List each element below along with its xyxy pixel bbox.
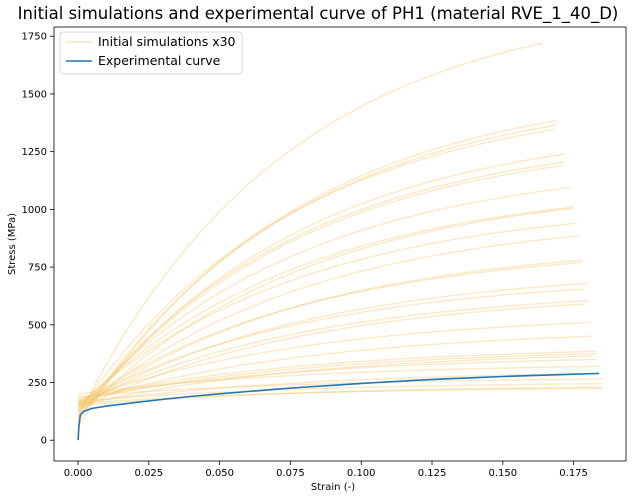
chart-title: Initial simulations and experimental cur… bbox=[18, 4, 619, 24]
simulation-curve bbox=[77, 222, 577, 407]
simulation-curve bbox=[77, 372, 600, 404]
y-axis: 0 250 500 750 1000 1250 1500 1750 bbox=[22, 32, 54, 447]
simulation-curve bbox=[77, 350, 597, 400]
simulation-curve bbox=[77, 235, 580, 414]
legend-label-experimental: Experimental curve bbox=[98, 53, 221, 68]
simulation-curve bbox=[78, 378, 602, 398]
y-tick-label: 1750 bbox=[22, 32, 47, 43]
x-tick-label: 0.050 bbox=[205, 468, 234, 479]
simulation-curve bbox=[77, 186, 571, 411]
x-tick-label: 0.125 bbox=[418, 468, 447, 479]
simulation-curve bbox=[77, 161, 566, 416]
simulation-curve bbox=[77, 288, 585, 404]
simulation-curve bbox=[77, 153, 566, 420]
y-axis-label: Stress (MPa) bbox=[7, 213, 18, 275]
y-tick-label: 1000 bbox=[22, 205, 47, 216]
x-axis-label: Strain (-) bbox=[311, 482, 355, 493]
simulation-curve bbox=[77, 164, 563, 418]
simulation-curve bbox=[77, 358, 597, 400]
plot-frame bbox=[53, 26, 627, 462]
simulation-curve bbox=[77, 206, 574, 409]
x-tick-label: 0.100 bbox=[347, 468, 376, 479]
simulation-curve bbox=[77, 282, 588, 409]
simulation-curve bbox=[77, 365, 600, 395]
x-tick-label: 0.075 bbox=[276, 468, 305, 479]
simulation-curve bbox=[78, 386, 602, 407]
x-tick-label: 0.150 bbox=[489, 468, 518, 479]
legend-box bbox=[59, 31, 243, 75]
x-tick-label: 0.000 bbox=[64, 468, 93, 479]
y-tick-label: 1250 bbox=[22, 147, 47, 158]
experimental-curve bbox=[77, 372, 600, 441]
x-tick-label: 0.025 bbox=[135, 468, 164, 479]
y-tick-label: 750 bbox=[28, 263, 47, 274]
simulation-curve bbox=[77, 119, 557, 427]
legend: Initial simulations x30 Experimental cur… bbox=[59, 31, 243, 75]
x-axis: 0.000 0.025 0.050 0.075 0.100 0.125 0.150 0.175 bbox=[64, 461, 588, 479]
y-tick-label: 0 bbox=[41, 436, 47, 447]
y-tick-label: 1500 bbox=[22, 89, 47, 100]
simulation-curve bbox=[78, 387, 602, 404]
simulation-curve bbox=[77, 303, 585, 411]
legend-label-simulations: Initial simulations x30 bbox=[98, 34, 236, 49]
simulation-curve bbox=[77, 261, 583, 407]
simulation-curve bbox=[77, 124, 557, 423]
simulation-curves bbox=[77, 42, 602, 427]
simulation-curve bbox=[77, 355, 594, 407]
simulation-curve bbox=[77, 207, 574, 418]
simulation-curve bbox=[77, 321, 591, 402]
simulation-curve bbox=[77, 42, 543, 418]
simulation-curve bbox=[77, 335, 591, 404]
simulation-curve bbox=[77, 299, 588, 407]
y-tick-label: 250 bbox=[28, 378, 47, 389]
simulation-curve bbox=[77, 129, 554, 413]
experimental-curve-layer bbox=[77, 372, 600, 441]
x-tick-label: 0.175 bbox=[559, 468, 588, 479]
simulation-curve bbox=[77, 259, 583, 411]
y-tick-label: 500 bbox=[28, 320, 47, 331]
simulation-curve bbox=[77, 352, 597, 402]
